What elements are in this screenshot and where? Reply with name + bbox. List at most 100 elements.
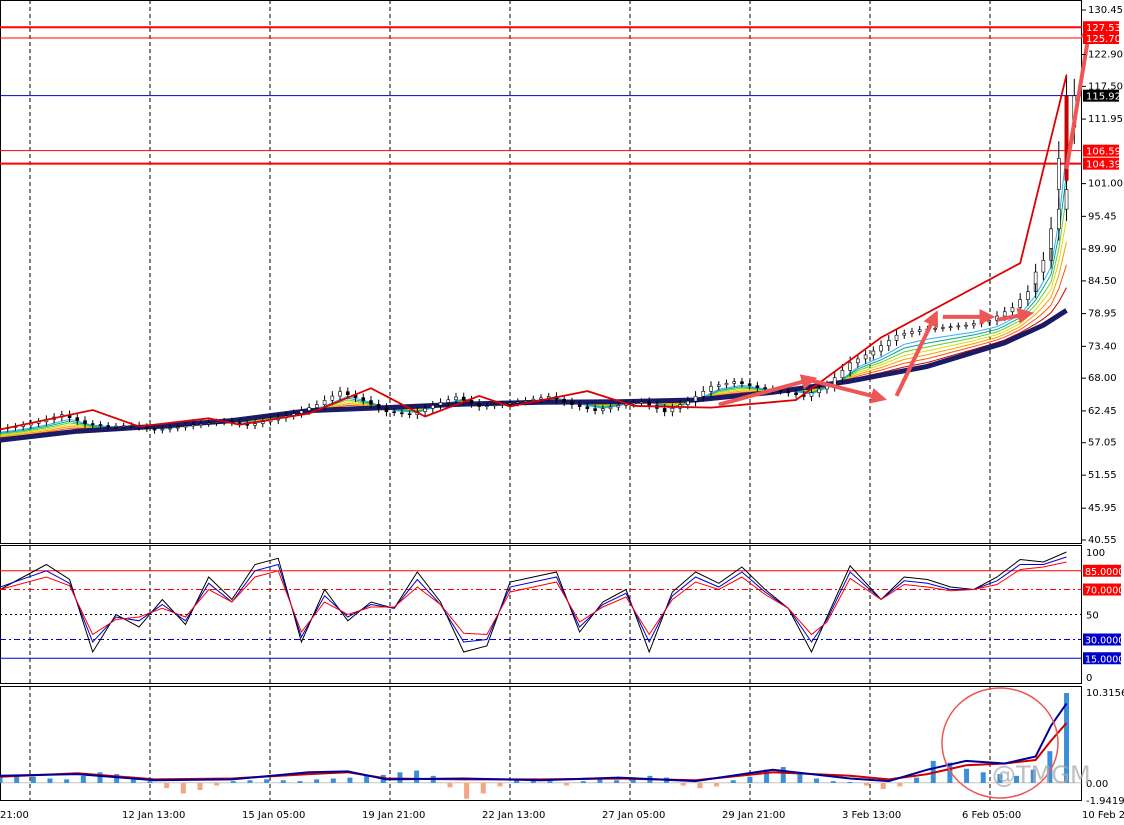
candle-body	[121, 425, 126, 428]
candle-body	[601, 408, 605, 411]
candle-body	[330, 395, 335, 401]
highlight-circle	[941, 687, 1059, 799]
candle-body	[175, 426, 180, 429]
stochastic-panel	[0, 551, 1082, 659]
y-tick-label: 78.95	[1088, 309, 1117, 320]
candle-body	[307, 407, 311, 411]
candle-body	[933, 327, 937, 330]
histogram-y-label: -1.9419	[1086, 796, 1124, 807]
histogram-bar	[980, 772, 986, 783]
trend-arrow	[811, 378, 887, 404]
candle-body	[794, 392, 798, 395]
level-price-tag	[1083, 89, 1119, 102]
x-tick-label: 27 Jan 05:00	[602, 810, 665, 821]
candle-body	[871, 350, 876, 356]
candle-body	[106, 425, 110, 427]
candle-body	[90, 423, 95, 425]
stochastic-line	[0, 551, 1067, 654]
candle-body	[461, 396, 466, 401]
candle-body	[345, 391, 350, 395]
histogram-bar	[14, 774, 20, 783]
zigzag-line	[0, 74, 1068, 431]
stochastic-level-tag	[1083, 633, 1121, 646]
candle-body	[260, 421, 265, 424]
histogram-bar	[147, 781, 153, 783]
candle-body	[191, 424, 196, 427]
histogram-bar	[730, 780, 736, 783]
candle-body	[485, 405, 489, 407]
histogram-bar	[997, 774, 1003, 783]
candle-body	[199, 423, 203, 426]
candle-body	[214, 421, 219, 424]
candle-body	[1010, 307, 1015, 313]
candle-body	[539, 397, 543, 400]
histogram-bar	[414, 770, 420, 783]
y-tick-label: 130.45	[1088, 5, 1123, 16]
trend-arrow	[894, 310, 939, 397]
candle-body	[477, 403, 481, 407]
watermark-text: @TMGM	[992, 761, 1091, 789]
candle-body	[809, 392, 814, 397]
y-tick-label: 117.50	[1088, 81, 1123, 92]
candle-body	[724, 382, 729, 386]
candle-body	[469, 399, 474, 404]
candle-body	[917, 329, 922, 332]
y-tick-label: 84.50	[1088, 276, 1117, 287]
candle-body	[670, 407, 675, 413]
candle-body	[183, 425, 188, 428]
candle-body	[763, 387, 767, 390]
y-tick-label: 62.45	[1088, 406, 1117, 417]
candle-body	[971, 323, 976, 326]
histogram-bar	[547, 781, 553, 783]
histogram-bar	[714, 782, 720, 787]
candle-body	[747, 383, 752, 386]
candle-body	[98, 424, 103, 426]
stochastic-level-label: 70.0000	[1085, 586, 1124, 597]
candle-body	[786, 390, 791, 394]
y-tick-label: 122.90	[1088, 50, 1123, 61]
trend-arrow	[718, 374, 818, 407]
candle-body	[577, 404, 582, 407]
histogram-bar	[330, 778, 336, 783]
histogram-bar	[697, 782, 703, 789]
histogram-panel-frame	[0, 686, 1082, 801]
candle-body	[716, 384, 721, 387]
stochastic-line	[0, 556, 1067, 644]
histogram-bar	[247, 780, 253, 783]
level-price-tag	[1083, 157, 1119, 170]
histogram-bar	[1047, 751, 1053, 783]
level-price-label: 125.70	[1086, 34, 1121, 45]
candle-body	[987, 320, 992, 323]
candle-body	[369, 400, 373, 405]
histogram-panel	[0, 687, 1082, 799]
y-tick-label: 73.40	[1088, 341, 1117, 352]
candle-body	[856, 358, 860, 364]
candle-body	[817, 388, 822, 394]
watermark-layer: @TMGM	[992, 761, 1091, 789]
x-tick-label: 10 Feb 21:00	[1082, 810, 1124, 821]
axes-layer: 21:00 12 Jan 13:00 15 Jan 05:00 19 Jan 21:0…	[0, 5, 1124, 821]
candle-body	[778, 389, 783, 392]
moving-average-ribbon-line	[0, 241, 1067, 438]
candle-body	[83, 420, 87, 424]
candle-body	[863, 354, 868, 360]
candle-body	[338, 391, 342, 397]
y-tick-label: 57.05	[1088, 438, 1117, 449]
x-tick-label: 29 Jan 21:00	[722, 810, 785, 821]
histogram-bar	[947, 762, 953, 783]
x-tick-label: 6 Feb 05:00	[962, 810, 1021, 821]
histogram-bar	[464, 782, 470, 799]
candle-body	[979, 321, 984, 324]
candle-body	[376, 404, 381, 409]
stochastic-y-label: 100	[1086, 548, 1105, 559]
level-price-label: 106.59	[1086, 147, 1121, 158]
histogram-bar	[64, 779, 70, 783]
histogram-bar	[497, 782, 503, 787]
candle-body	[941, 327, 945, 329]
stochastic-line	[0, 561, 1067, 636]
histogram-bar	[264, 779, 270, 783]
histogram-bar	[814, 778, 820, 783]
level-price-label: 127.53	[1086, 23, 1121, 34]
